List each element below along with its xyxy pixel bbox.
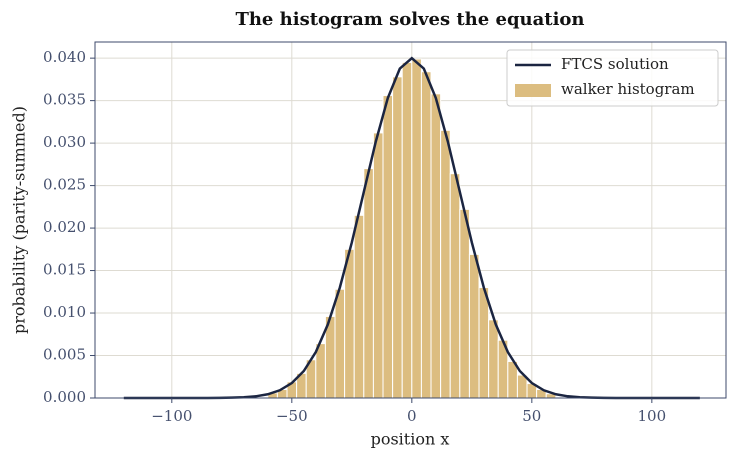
histogram-bar: [392, 76, 403, 399]
y-tick-label: 0.005: [43, 346, 86, 364]
legend-swatch: [515, 84, 551, 97]
legend-label: FTCS solution: [561, 55, 669, 73]
histogram-bar: [468, 253, 480, 399]
x-tick-label: −100: [151, 407, 192, 425]
x-tick-label: −50: [276, 407, 308, 425]
histogram-bar: [372, 132, 384, 399]
y-tick-label: 0.030: [43, 133, 86, 151]
y-tick-label: 0.040: [43, 48, 86, 66]
histogram-bar: [478, 287, 490, 399]
histogram-bar: [440, 129, 451, 399]
legend-label: walker histogram: [561, 80, 695, 98]
y-tick-label: 0.020: [43, 218, 86, 236]
histogram-bar: [353, 214, 365, 399]
x-tick-label: 100: [638, 407, 667, 425]
y-tick-label: 0.010: [43, 303, 86, 321]
histogram-bar: [488, 319, 499, 399]
y-tick-label: 0.035: [43, 91, 86, 109]
y-tick-label: 0.025: [43, 176, 86, 194]
histogram-bar: [334, 288, 346, 399]
y-tick-label: 0.000: [43, 388, 86, 406]
x-tick-label: 50: [522, 407, 541, 425]
plot-area: [123, 56, 700, 400]
x-tick-label: 0: [407, 407, 417, 425]
histogram-bar: [449, 173, 461, 399]
legend-box: [506, 49, 719, 107]
histogram-bar: [459, 208, 470, 399]
histogram-bar: [430, 93, 442, 399]
chart-title: The histogram solves the equation: [235, 9, 584, 30]
histogram-bar: [411, 58, 422, 399]
y-axis-label: probability (parity-summed): [10, 106, 29, 334]
x-axis-label: position x: [371, 430, 450, 449]
histogram-bar: [363, 168, 374, 399]
histogram-bar: [382, 95, 394, 399]
y-tick-label: 0.015: [43, 261, 86, 279]
histogram-bar: [344, 248, 355, 399]
histogram-bar: [401, 61, 413, 399]
histogram-bar: [420, 71, 432, 399]
legend: FTCS solution walker histogram: [506, 49, 719, 107]
axes-frame: [94, 41, 727, 399]
